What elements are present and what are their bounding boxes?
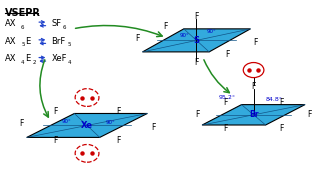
Text: 90°: 90°	[180, 33, 189, 38]
Text: F: F	[194, 58, 199, 67]
Text: F: F	[151, 123, 155, 132]
Text: F: F	[253, 38, 257, 47]
Text: 5: 5	[21, 42, 25, 47]
Text: F: F	[164, 22, 168, 31]
Text: AX: AX	[4, 55, 16, 64]
Text: E: E	[25, 55, 30, 64]
Text: F: F	[224, 124, 228, 133]
Text: F: F	[19, 119, 23, 128]
Text: AX: AX	[4, 37, 16, 46]
Text: F: F	[53, 136, 58, 145]
Text: XeF: XeF	[52, 55, 67, 64]
Text: F: F	[279, 98, 284, 107]
Text: 90°: 90°	[207, 29, 217, 34]
Text: 90°: 90°	[61, 119, 71, 124]
Text: F: F	[225, 50, 229, 59]
Text: Br: Br	[249, 110, 258, 119]
Text: F: F	[136, 34, 140, 43]
Text: E: E	[25, 37, 30, 46]
Polygon shape	[142, 29, 251, 52]
Text: S: S	[194, 36, 199, 45]
Text: F: F	[195, 110, 200, 119]
Polygon shape	[27, 113, 147, 137]
Text: AX: AX	[4, 19, 16, 28]
Text: 4: 4	[21, 60, 25, 65]
Text: 6: 6	[21, 25, 25, 30]
Text: Xe: Xe	[81, 121, 93, 130]
Polygon shape	[202, 105, 305, 125]
Text: VSEPR: VSEPR	[4, 8, 40, 18]
Text: F: F	[116, 136, 121, 145]
Text: F: F	[53, 107, 58, 116]
Text: 2: 2	[32, 60, 36, 65]
Text: F: F	[116, 107, 121, 116]
Text: 4: 4	[68, 60, 71, 65]
Text: F: F	[252, 82, 256, 91]
Text: 95.2°: 95.2°	[219, 95, 236, 100]
Text: SF: SF	[52, 19, 62, 28]
Text: F: F	[279, 124, 284, 133]
Text: 5: 5	[68, 42, 71, 47]
Text: F: F	[308, 110, 312, 119]
Text: BrF: BrF	[52, 37, 66, 46]
Text: F: F	[194, 12, 199, 21]
Text: 90°: 90°	[106, 120, 116, 125]
Text: 6: 6	[62, 25, 66, 30]
Text: 84.8°: 84.8°	[266, 97, 283, 102]
Text: F: F	[224, 98, 228, 107]
